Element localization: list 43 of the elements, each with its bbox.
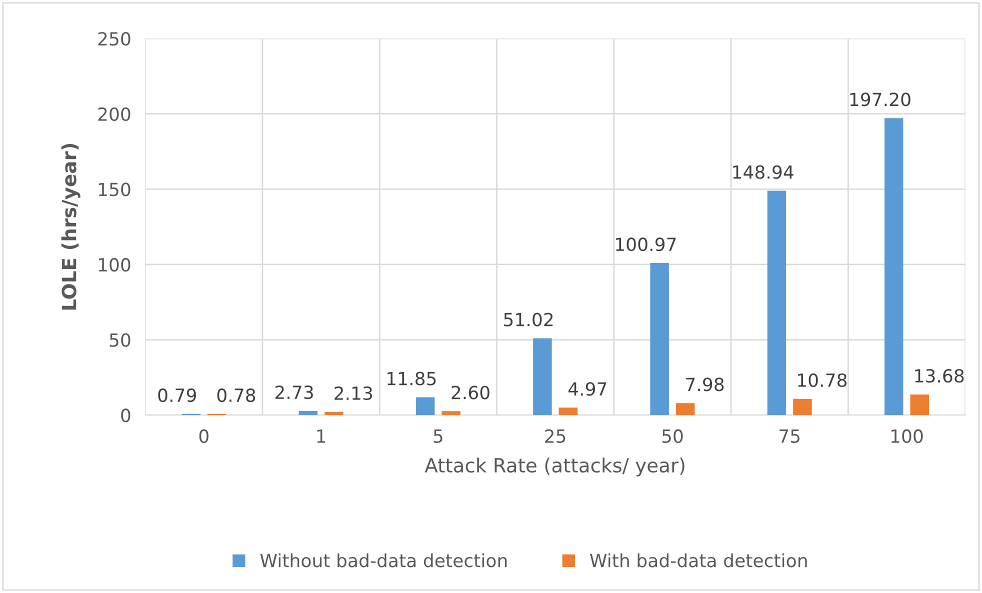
data-label: 197.20 [850, 92, 910, 106]
data-label: 0.79 [158, 388, 196, 402]
bar [533, 338, 552, 416]
x-tick-label: 50 [662, 429, 683, 443]
bar [650, 263, 669, 416]
x-tick-label: 0 [199, 429, 208, 443]
data-label: 4.97 [568, 382, 606, 396]
y-tick-label: 100 [98, 258, 130, 272]
data-label: 13.68 [915, 369, 964, 383]
data-label: 10.78 [798, 373, 847, 388]
x-tick-label: 100 [891, 429, 923, 443]
x-tick-label: 1 [317, 430, 326, 443]
y-tick-label: 50 [110, 333, 130, 347]
bar [910, 394, 929, 416]
data-label: 51.02 [504, 312, 553, 326]
data-label: 2.73 [275, 386, 313, 400]
y-tick-label: 0 [121, 408, 130, 422]
bar [793, 398, 812, 416]
bar [558, 408, 578, 416]
y-tick-label: 250 [98, 32, 130, 46]
bar [884, 118, 904, 416]
y-tick-label: 200 [98, 107, 130, 121]
data-label: 148.94 [733, 165, 794, 179]
data-label: 100.97 [616, 238, 676, 252]
x-tick-label: 25 [545, 429, 566, 443]
legend-label: With bad-data detection [590, 553, 807, 568]
y-tick-label: 150 [98, 182, 130, 196]
x-tick-label: 75 [780, 430, 800, 443]
bar [324, 412, 344, 416]
bar [676, 403, 695, 416]
x-tick-label: 5 [434, 430, 442, 443]
data-label: 2.13 [334, 386, 372, 400]
legend-label: Without bad-data detection [260, 553, 507, 568]
data-label: 2.60 [452, 386, 490, 400]
data-label: 11.85 [388, 372, 436, 386]
data-label: 0.78 [217, 388, 256, 402]
bar [442, 411, 460, 416]
bar [416, 397, 435, 416]
bar [767, 190, 786, 416]
data-label: 7.98 [686, 378, 724, 392]
bar [298, 410, 318, 416]
x-axis-title: Attack Rate (attacks/ year) [424, 458, 684, 476]
y-axis-title: LOLE (hrs/year) [61, 144, 80, 310]
